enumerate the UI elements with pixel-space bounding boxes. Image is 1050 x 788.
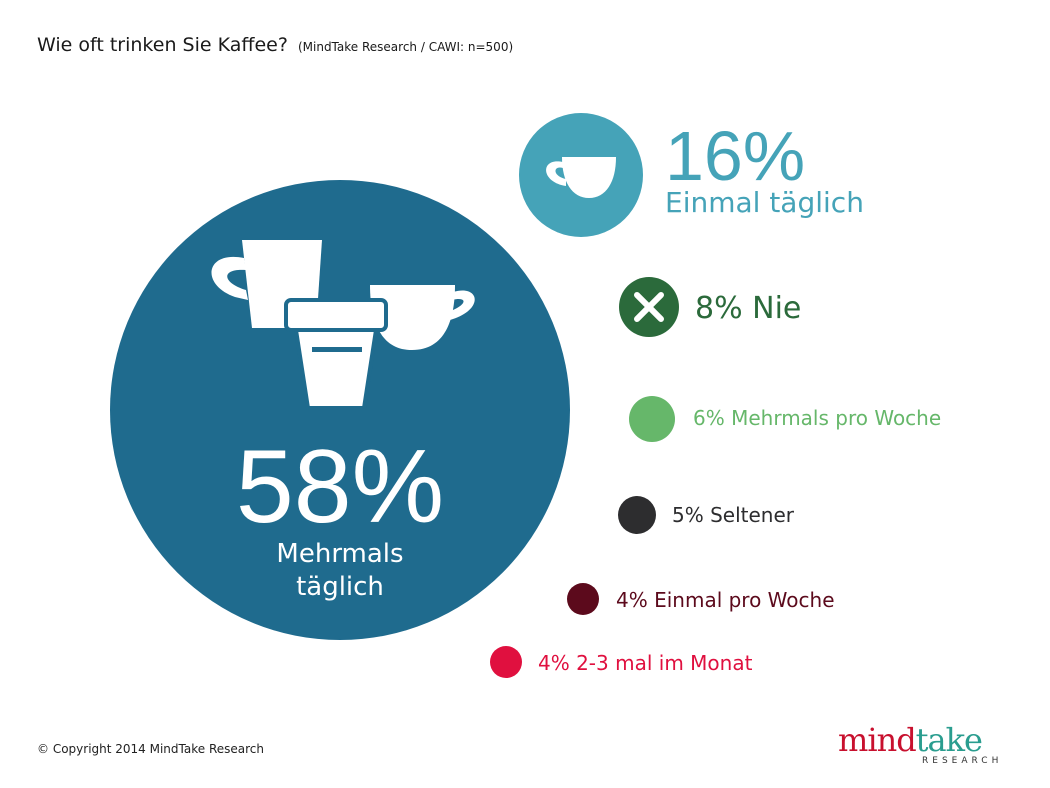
coffee-cups-icon bbox=[211, 240, 475, 410]
mindtake-logo: mindtake RESEARCH bbox=[838, 720, 1018, 770]
logo-text-take: take bbox=[915, 721, 983, 759]
bubble-einmal-pro-woche bbox=[567, 583, 599, 615]
label-nie: 8% Nie bbox=[695, 291, 801, 326]
bubble-2-3-mal-im-monat bbox=[490, 646, 522, 678]
value-einmal-taeglich: 16% bbox=[665, 117, 805, 195]
label-einmal-taeglich: Einmal täglich bbox=[665, 186, 864, 219]
title-subtitle: (MindTake Research / CAWI: n=500) bbox=[297, 40, 514, 54]
copyright: © Copyright 2014 MindTake Research bbox=[37, 742, 264, 756]
label-mehrmals-pro-woche: 6% Mehrmals pro Woche bbox=[693, 406, 941, 430]
label-taeglich: täglich bbox=[296, 572, 384, 602]
label-seltener: 5% Seltener bbox=[672, 503, 795, 527]
label-mehrmals: Mehrmals bbox=[276, 539, 403, 569]
x-icon bbox=[634, 292, 664, 322]
bubble-mehrmals-pro-woche bbox=[629, 396, 675, 442]
logo-subtitle: RESEARCH bbox=[922, 756, 1003, 766]
bubble-seltener bbox=[618, 496, 656, 534]
label-value-58: 58% bbox=[236, 429, 444, 545]
title-main: Wie oft trinken Sie Kaffee? bbox=[37, 34, 288, 56]
logo-text-mind: mind bbox=[838, 721, 917, 759]
label-2-3-mal-im-monat: 4% 2-3 mal im Monat bbox=[538, 651, 753, 675]
label-einmal-pro-woche: 4% Einmal pro Woche bbox=[616, 588, 835, 612]
cup-icon bbox=[546, 157, 616, 198]
chart-title: Wie oft trinken Sie Kaffee? (MindTake Re… bbox=[37, 34, 513, 56]
